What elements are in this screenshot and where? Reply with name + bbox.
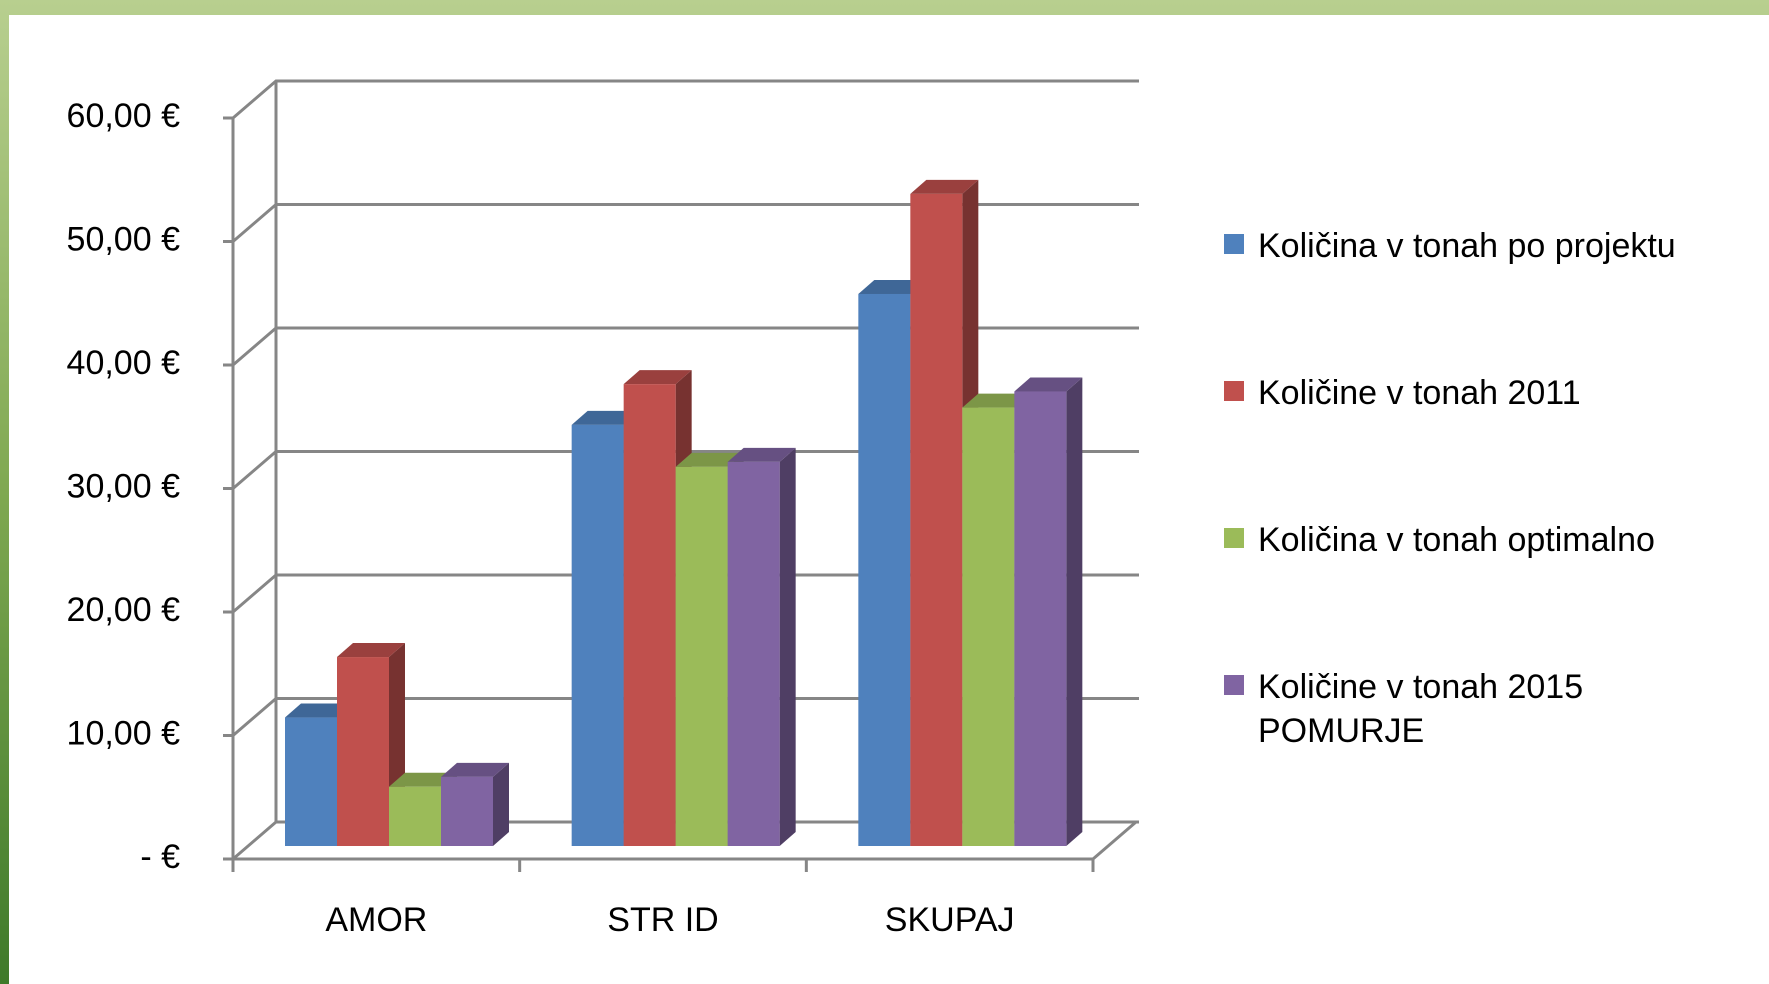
bar-top — [285, 703, 353, 718]
y-tick-label: 40,00 € — [67, 344, 181, 382]
bar-top — [727, 447, 796, 462]
grid-line — [232, 820, 1139, 861]
bar-front — [1014, 391, 1067, 846]
legend-item: Količine v tonah 2011 — [1224, 367, 1769, 514]
bar-top — [910, 179, 979, 194]
bar-top — [389, 772, 457, 787]
y-tick-label: 20,00 € — [67, 591, 181, 629]
y-tick-label: - € — [140, 838, 180, 876]
bar-front — [285, 717, 337, 846]
bar-front — [910, 193, 963, 847]
legend-label: Količine v tonah 2011 — [1258, 374, 1581, 412]
bar-front — [389, 786, 441, 846]
legend: Količina v tonah po projektu Količine v t… — [1224, 220, 1769, 808]
bar-front — [675, 466, 728, 846]
grid-line — [232, 573, 1139, 614]
bar-top — [858, 279, 927, 294]
bar-front — [571, 424, 624, 846]
bar — [727, 447, 796, 846]
grid-line — [232, 79, 1139, 120]
x-tick-label: AMOR — [325, 901, 427, 939]
legend-swatch — [1224, 675, 1244, 695]
y-tick-label: 30,00 € — [67, 467, 181, 505]
legend-label: Količina v tonah optimalno — [1258, 521, 1655, 559]
bar-side — [1066, 377, 1083, 846]
bar-top — [675, 452, 744, 467]
bar-top — [441, 762, 509, 777]
bar-top — [962, 393, 1031, 408]
y-tick-label: 10,00 € — [67, 714, 181, 752]
legend-item: Količina v tonah optimalno — [1224, 514, 1769, 661]
legend-label: Količina v tonah po projektu — [1258, 227, 1676, 265]
floor-edge — [1092, 820, 1137, 861]
bar-front — [962, 407, 1015, 846]
legend-item: Količine v tonah 2015 POMURJE — [1224, 661, 1769, 808]
legend-swatch — [1224, 234, 1244, 254]
bar-side — [779, 447, 796, 846]
bar-top — [1014, 377, 1083, 392]
grid-line — [232, 326, 1139, 367]
bar-top — [337, 643, 405, 658]
x-tick-label: SKUPAJ — [885, 901, 1015, 939]
bar-side — [493, 762, 509, 846]
bar-front — [623, 384, 676, 846]
legend-item: Količina v tonah po projektu — [1224, 220, 1769, 367]
bar-front — [441, 776, 493, 846]
bar-top — [623, 370, 692, 385]
bar-top — [571, 410, 640, 425]
legend-swatch — [1224, 528, 1244, 548]
legend-label: Količine v tonah 2015 POMURJE — [1258, 668, 1584, 750]
y-tick-label: 50,00 € — [67, 220, 181, 258]
bar-front — [337, 657, 389, 846]
bar-front — [727, 461, 780, 846]
y-tick-label: 60,00 € — [67, 97, 181, 135]
bar-front — [858, 293, 911, 847]
grid-line — [232, 203, 1139, 243]
grid-line — [232, 450, 1139, 490]
bar — [1014, 377, 1083, 846]
legend-swatch — [1224, 381, 1244, 401]
grid-line — [232, 697, 1139, 737]
x-tick-label: STR ID — [607, 901, 718, 939]
bar — [441, 762, 509, 846]
